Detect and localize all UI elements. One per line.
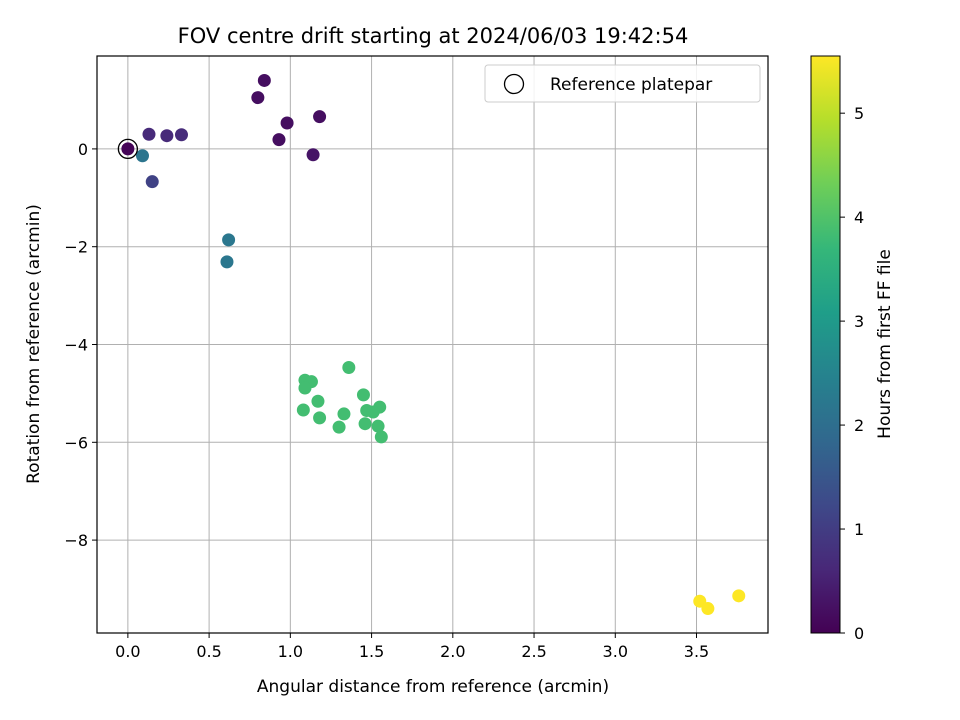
- x-tick-label: 1.0: [278, 642, 303, 661]
- colorbar-ticks: 0 1 2 3 4 5: [840, 104, 864, 643]
- x-tick-label: 2.5: [521, 642, 546, 661]
- data-point: [311, 394, 325, 408]
- data-points: [117, 73, 746, 616]
- legend-label: Reference platepar: [550, 75, 712, 95]
- data-point: [280, 116, 294, 130]
- x-tick-label: 0.0: [115, 642, 140, 661]
- data-point: [342, 360, 356, 374]
- data-point: [121, 142, 135, 156]
- grid: [97, 56, 768, 633]
- data-point: [160, 129, 174, 143]
- data-point: [272, 133, 286, 147]
- colorbar-tick-label: 1: [854, 520, 864, 539]
- colorbar-tick-label: 4: [854, 208, 864, 227]
- colorbar-gradient: [810, 55, 841, 634]
- data-point: [358, 417, 372, 431]
- x-tick-label: 2.0: [440, 642, 465, 661]
- data-point: [366, 405, 380, 419]
- data-point: [142, 127, 156, 141]
- colorbar-tick-label: 2: [854, 416, 864, 435]
- data-point: [135, 149, 149, 163]
- y-tick-label: −8: [64, 531, 88, 550]
- y-axis-ticks: 0 −2 −4 −6 −8: [64, 140, 97, 550]
- data-point: [332, 420, 346, 434]
- data-point: [251, 91, 265, 105]
- data-point: [145, 175, 159, 189]
- data-point: [732, 589, 746, 603]
- colorbar-tick-label: 0: [854, 624, 864, 643]
- data-point: [374, 430, 388, 444]
- data-point: [220, 255, 234, 269]
- x-tick-label: 3.5: [684, 642, 709, 661]
- data-point: [222, 233, 236, 247]
- data-point: [174, 128, 188, 142]
- colorbar-tick-label: 3: [854, 312, 864, 331]
- data-point: [257, 73, 271, 87]
- x-tick-label: 1.5: [359, 642, 384, 661]
- legend-marker-hollow-circle-icon: [503, 73, 525, 95]
- data-point: [356, 388, 370, 402]
- x-tick-label: 0.5: [196, 642, 221, 661]
- y-tick-label: −2: [64, 238, 88, 257]
- data-point: [701, 602, 715, 616]
- chart-title: FOV centre drift starting at 2024/06/03 …: [178, 24, 689, 48]
- legend-box: [484, 64, 761, 103]
- data-point: [337, 407, 351, 421]
- data-point: [371, 419, 385, 433]
- y-tick-label: 0: [78, 140, 88, 159]
- data-point: [296, 403, 310, 417]
- reference-platepar-marker: [117, 138, 139, 160]
- data-point: [313, 411, 327, 425]
- x-axis-label: Angular distance from reference (arcmin): [257, 677, 609, 697]
- x-tick-label: 3.0: [603, 642, 628, 661]
- colorbar-tick-label: 5: [854, 104, 864, 123]
- y-tick-label: −6: [64, 433, 88, 452]
- x-axis-ticks: 0.0 0.5 1.0 1.5 2.0 2.5 3.0 3.5: [115, 633, 709, 661]
- data-point: [313, 110, 327, 124]
- data-point: [298, 381, 312, 395]
- colorbar-label: Hours from first FF file: [875, 249, 895, 439]
- legend: Reference platepar: [484, 64, 761, 103]
- colorbar: 0 1 2 3 4 5 Hours from first FF file: [810, 55, 895, 643]
- data-point: [306, 148, 320, 162]
- y-axis-label: Rotation from reference (arcmin): [24, 204, 44, 484]
- y-tick-label: −4: [64, 336, 88, 355]
